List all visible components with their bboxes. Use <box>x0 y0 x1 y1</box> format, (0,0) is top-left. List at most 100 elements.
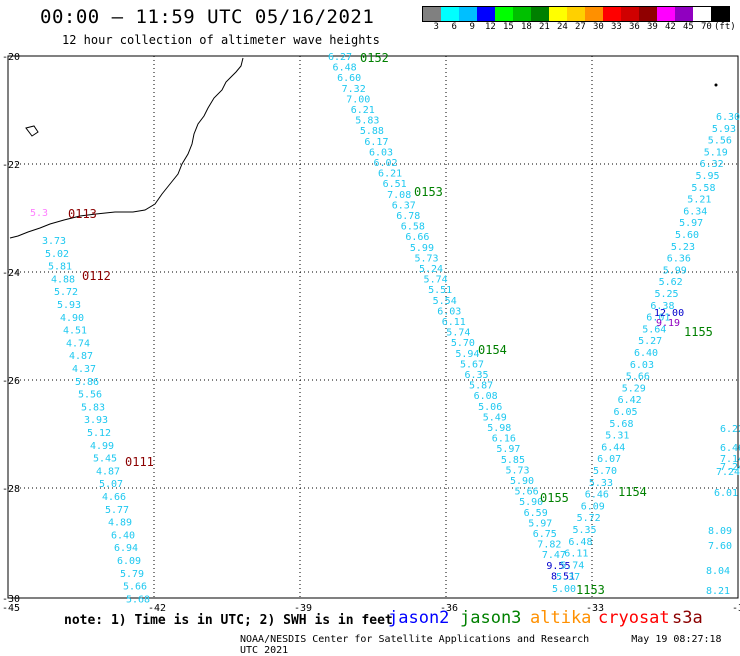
swh-highlight: 12.00 <box>654 308 684 319</box>
color-legend <box>422 6 730 22</box>
swh-value-track-b: 4.87 <box>96 466 120 477</box>
swh-value-track-a: 5.94 <box>455 349 479 360</box>
swh-value-track-b: 5.81 <box>48 262 72 273</box>
x-tick-label: -42 <box>148 603 166 614</box>
swh-value-track-a: 5.87 <box>469 381 493 392</box>
y-tick-label: -30 <box>2 594 20 605</box>
legend-label: 27 <box>575 22 586 32</box>
swh-value-track-c: 5.19 <box>704 147 728 158</box>
swh-value-track-a: 6.27 <box>328 52 352 63</box>
swh-value-track-c: 5.37 <box>556 572 580 583</box>
swh-value-track-b: 4.90 <box>60 313 84 324</box>
swh-value-track-a: 5.90 <box>519 497 543 508</box>
swh-value-track-b: 5.02 <box>45 249 69 260</box>
swh-value-track-c: 5.93 <box>712 124 736 135</box>
swh-value-track-c: 6.38 <box>650 301 674 312</box>
swh-value-track-c: 6.42 <box>618 395 642 406</box>
track-label: 1155 <box>684 325 713 339</box>
swh-highlight: 9.19 <box>656 318 680 329</box>
swh-value-track-a: 6.78 <box>396 211 420 222</box>
legend-label: 33 <box>611 22 622 32</box>
swh-value-track-b: 5.45 <box>93 454 117 465</box>
swh-value-track-c: 6.30 <box>716 112 740 123</box>
swh-value-track-b: 4.87 <box>69 351 93 362</box>
track-label: 1153 <box>576 583 605 597</box>
swh-value-right: 8.21 <box>706 586 730 597</box>
legend-swatch-12 <box>639 7 657 21</box>
swh-value-track-a: 6.48 <box>333 63 357 74</box>
legend-swatch-16 <box>711 7 729 21</box>
swh-value-right: 7.24 <box>716 467 740 478</box>
legend-swatch-11 <box>621 7 639 21</box>
legend-swatch-13 <box>657 7 675 21</box>
swh-value-track-c: 6.48 <box>568 537 592 548</box>
swh-value-track-a: 6.51 <box>383 179 407 190</box>
swh-value-track-a: 6.11 <box>442 317 466 328</box>
swh-value-right: 6.46 <box>720 443 740 454</box>
satellite-cryosat: cryosat <box>598 608 670 628</box>
swh-value-track-c: 6.44 <box>601 442 625 453</box>
swh-value-track-c: 5.99 <box>663 265 687 276</box>
y-tick-label: -20 <box>2 52 20 63</box>
legend-label: 21 <box>539 22 550 32</box>
swh-value-right: 8.04 <box>706 566 730 577</box>
swh-value-track-c: 5.95 <box>696 171 720 182</box>
swh-value-track-c: 5.56 <box>708 136 732 147</box>
swh-value-track-a: 6.75 <box>533 529 557 540</box>
legend-label: 30 <box>593 22 604 32</box>
swh-value-track-b: 5.66 <box>123 582 147 593</box>
x-tick-label: -36 <box>440 603 458 614</box>
legend-swatch-6 <box>531 7 549 21</box>
swh-value-track-c: 5.62 <box>659 277 683 288</box>
swh-value-track-b: 5.86 <box>75 377 99 388</box>
swh-value-track-a: 6.59 <box>524 508 548 519</box>
swh-value-track-b: 6.09 <box>117 556 141 567</box>
swh-value-track-b: 5.93 <box>57 300 81 311</box>
swh-value-track-c: 5.68 <box>609 419 633 430</box>
swh-value-track-c: 6.32 <box>700 159 724 170</box>
legend-label: 24 <box>557 22 568 32</box>
swh-value-track-c: 6.01 <box>646 313 670 324</box>
track-label: 0155 <box>540 491 569 505</box>
swh-value-track-b: 5.56 <box>78 390 102 401</box>
legend-swatch-0 <box>423 7 441 21</box>
swh-value-track-c: 5.33 <box>589 478 613 489</box>
y-tick-label: -24 <box>2 268 20 279</box>
track-label: 0152 <box>360 51 389 65</box>
swh-value-track-c: 6.34 <box>683 206 707 217</box>
swh-value-track-a: 6.35 <box>465 370 489 381</box>
swh-value-track-a: 7.32 <box>342 84 366 95</box>
swh-value-track-c: 6.40 <box>634 348 658 359</box>
swh-value-track-c: 5.31 <box>605 431 629 442</box>
swh-value-track-c: 6.07 <box>597 454 621 465</box>
legend-swatch-5 <box>513 7 531 21</box>
swh-value-track-a: 6.58 <box>401 222 425 233</box>
swh-value-track-b: 4.51 <box>63 326 87 337</box>
satellite-s3a: s3a <box>672 608 703 628</box>
swh-value-right: 8.09 <box>708 526 732 537</box>
swh-value-track-a: 9.55 <box>546 561 570 572</box>
map-title: 00:00 – 11:59 UTC 05/16/2021 <box>40 6 375 28</box>
swh-value-track-c: 6.11 <box>564 549 588 560</box>
map-frame <box>7 55 739 599</box>
swh-value-track-a: 5.98 <box>487 423 511 434</box>
swh-value-track-b: 4.66 <box>102 492 126 503</box>
swh-value-track-a: 5.97 <box>496 444 520 455</box>
legend-label: 42 <box>665 22 676 32</box>
swh-value-track-a: 5.73 <box>505 465 529 476</box>
swh-value-track-a: 5.66 <box>515 487 539 498</box>
swh-value-track-a: 5.99 <box>410 243 434 254</box>
swh-value-track-a: 5.74 <box>424 275 448 286</box>
map-subtitle: 12 hour collection of altimeter wave hei… <box>62 33 380 47</box>
swh-value-track-a: 7.00 <box>346 94 370 105</box>
swh-value-track-a: 6.17 <box>364 137 388 148</box>
swh-value-track-c: 5.00 <box>552 584 576 595</box>
swh-value-track-b: 5.3 <box>30 208 48 219</box>
swh-value-track-b: 5.72 <box>54 287 78 298</box>
swh-value-track-c: 5.97 <box>679 218 703 229</box>
swh-value-track-c: 5.72 <box>577 513 601 524</box>
swh-value-track-c: 6.46 <box>585 490 609 501</box>
swh-value-track-b: 6.94 <box>114 543 138 554</box>
